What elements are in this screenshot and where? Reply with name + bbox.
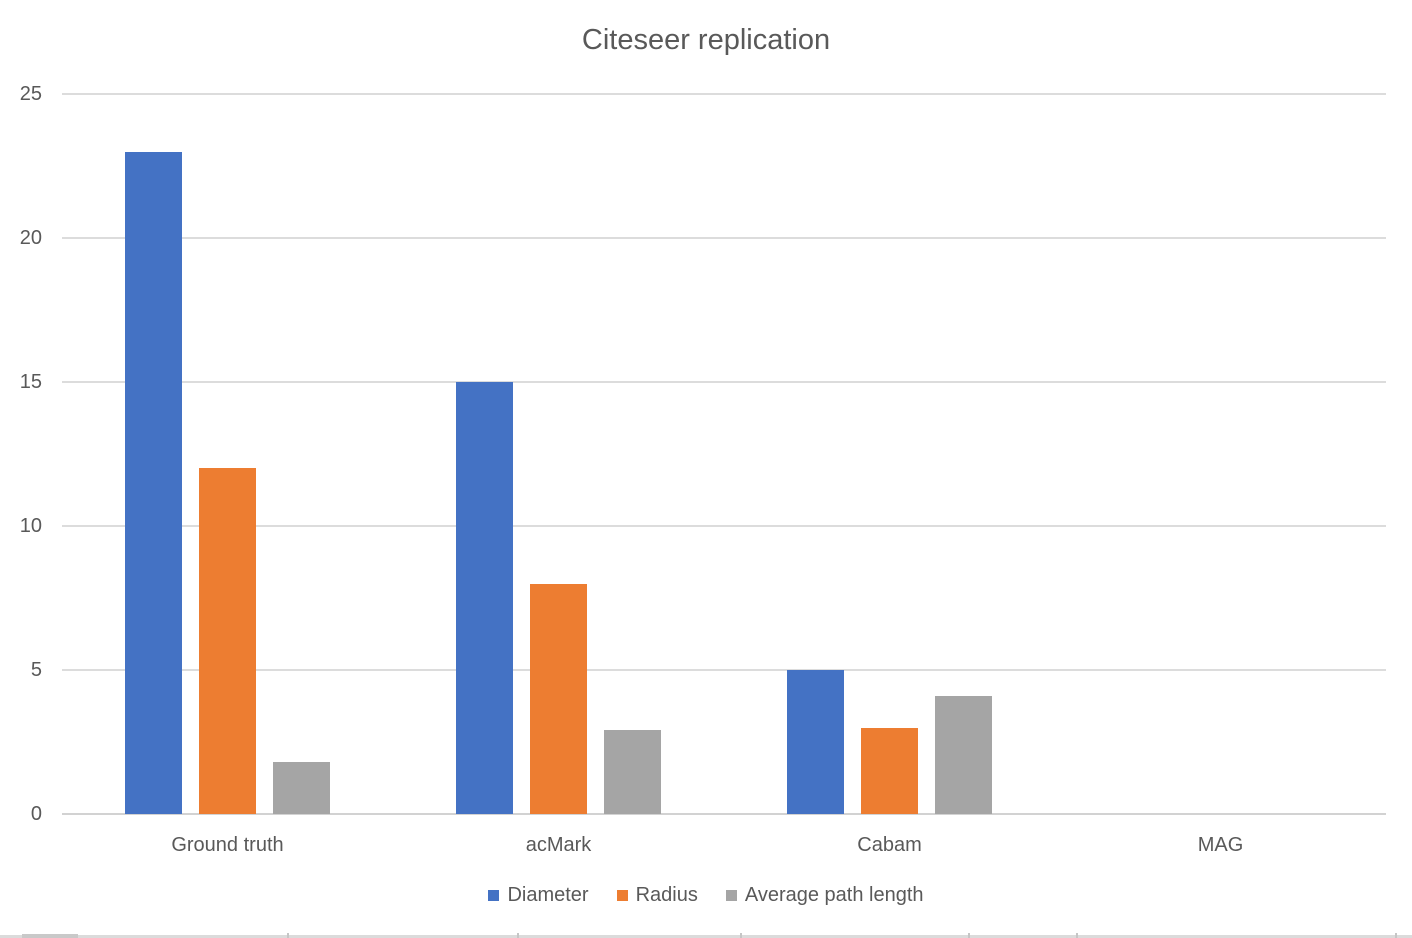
y-tick-label-20: 20 [19,227,42,249]
worksheet-column-tick [1076,933,1078,938]
x-axis-line [62,813,1386,815]
bar-group-mag [1055,94,1386,814]
x-category-label-mag: MAG [1197,834,1244,856]
gridline-y15 [62,381,1386,383]
gridline-y20 [62,237,1386,239]
x-category-label-cabam: Cabam [857,834,922,856]
worksheet-edge [0,933,1412,938]
legend-item-average-path-length: Average path length [725,884,924,907]
y-tick-label-15: 15 [19,371,42,393]
x-category-label-ground-truth: Ground truth [171,834,284,856]
bar-radius-ground-truth [199,468,256,814]
legend-item-diameter: Diameter [488,884,589,907]
bar-group-acmark [393,94,724,814]
legend-swatch-radius [616,890,628,901]
bar-diameter-acmark [456,382,513,814]
gridline-y10 [62,525,1386,527]
gridline-y25 [62,93,1386,95]
worksheet-column-tick [287,933,289,938]
y-tick-label-25: 25 [19,83,42,105]
x-category-label-acmark: acMark [525,834,592,856]
legend-label-average-path-length: Average path length [744,884,924,906]
bar-average-path-length-cabam [935,695,992,814]
gridline-y5 [62,669,1386,671]
y-tick-label-10: 10 [19,515,42,537]
y-tick-label-0: 0 [30,803,42,825]
worksheet-column-segment [22,934,78,938]
legend-item-radius: Radius [616,884,698,907]
bar-diameter-ground-truth [125,151,182,814]
worksheet-column-tick [740,933,742,938]
y-tick-label-5: 5 [30,659,42,681]
worksheet-column-tick [517,933,519,938]
bar-average-path-length-ground-truth [273,762,330,814]
legend-swatch-average-path-length [725,890,737,901]
chart-title: Citeseer replication [581,24,831,56]
worksheet-column-tick [968,933,970,938]
legend: Diameter Radius Average path length [0,884,1412,907]
worksheet-column-tick [1395,933,1397,938]
legend-swatch-diameter [488,890,500,901]
bar-radius-acmark [530,583,587,814]
bar-average-path-length-acmark [604,730,661,814]
plot-area [62,93,1386,815]
legend-label-radius: Radius [635,884,698,906]
bar-group-cabam [724,94,1055,814]
bar-group-ground-truth [62,94,393,814]
bar-diameter-cabam [787,670,844,814]
legend-label-diameter: Diameter [507,884,589,906]
bar-radius-cabam [861,727,918,814]
